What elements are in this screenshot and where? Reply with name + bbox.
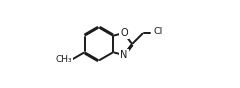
Text: CH₃: CH₃ (55, 55, 72, 64)
Text: Cl: Cl (154, 27, 163, 36)
Text: N: N (120, 50, 128, 60)
Text: O: O (120, 28, 128, 38)
